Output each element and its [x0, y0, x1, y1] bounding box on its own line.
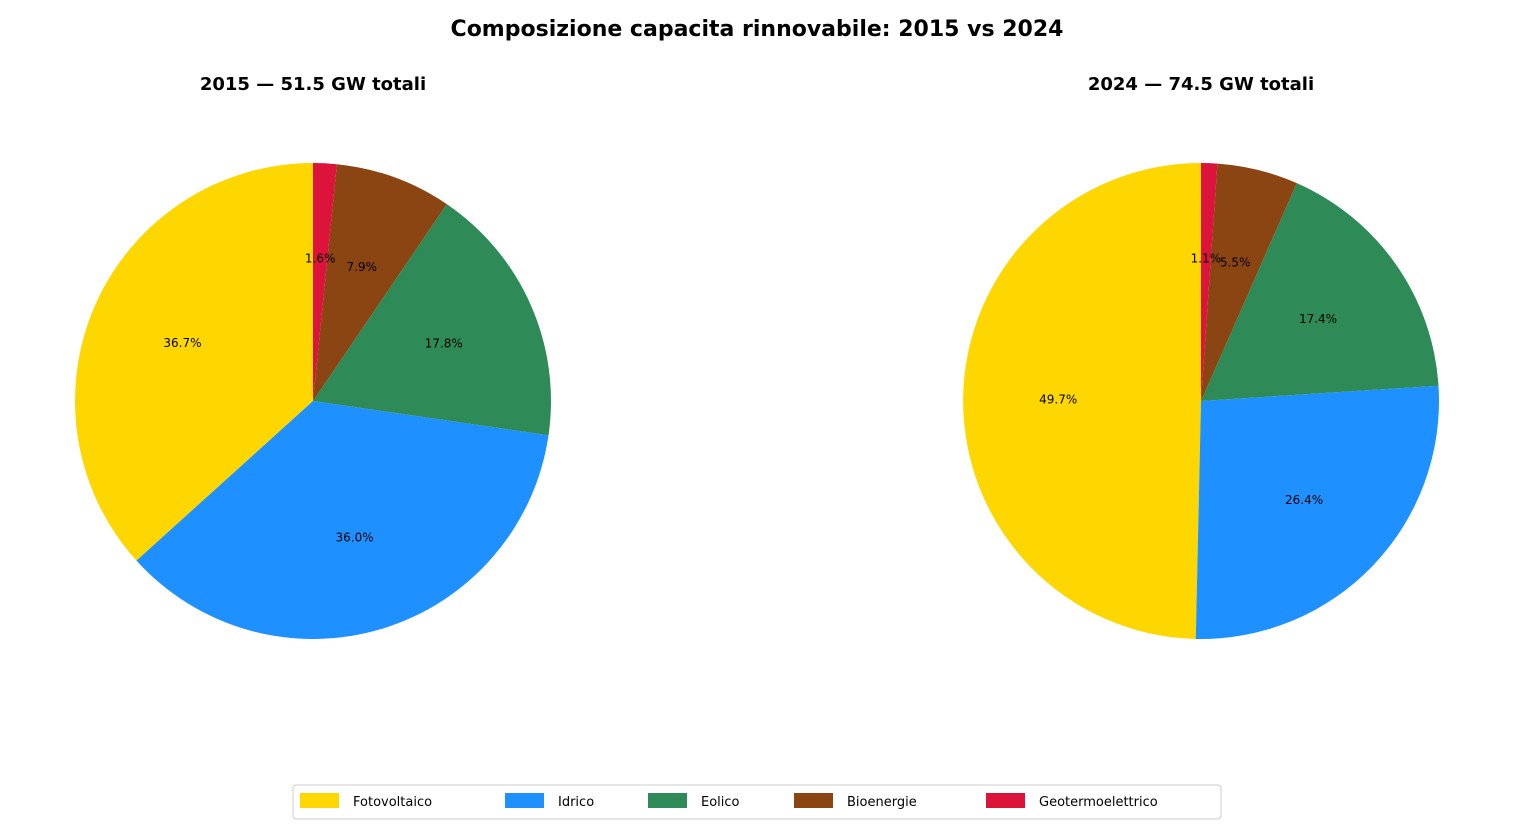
legend-label-fotovoltaico: Fotovoltaico [353, 795, 432, 810]
pie-2015: 36.7% 36.0% 17.8% 7.9% 1.6% [75, 163, 552, 639]
pie-2015-slice-geotermoelettrico [313, 163, 337, 401]
pie-2024-label-fotovoltaico: 49.7% [1039, 392, 1077, 406]
legend-label-bioenergie: Bioenergie [847, 795, 917, 810]
pie-2015-label-geotermoelettrico: 1.6% [305, 251, 336, 265]
pie-2015-slice-eolico [313, 204, 552, 436]
pie-2024-slice-bioenergie [1201, 163, 1297, 401]
pie-2015-title: 2015 — 51.5 GW totali [200, 74, 426, 95]
legend: Fotovoltaico Idrico Eolico Bioenergie Geoter… [292, 784, 1222, 820]
pie-2015-slice-fotovoltaico [75, 163, 313, 561]
pie-2015-label-fotovoltaico: 36.7% [163, 336, 201, 350]
legend-label-eolico: Eolico [701, 795, 740, 810]
pie-2015-slice-idrico [136, 401, 549, 639]
pie-2015-slice-bioenergie [313, 164, 447, 401]
pie-2024-slice-geotermoelettrico [1201, 163, 1218, 401]
pie-2024-label-eolico: 17.4% [1299, 312, 1337, 326]
pie-2015-label-bioenergie: 7.9% [347, 260, 378, 274]
legend-swatch-idrico [505, 793, 544, 808]
legend-swatch-bioenergie [794, 793, 833, 808]
legend-label-idrico: Idrico [558, 795, 594, 810]
pie-2024-title: 2024 — 74.5 GW totali [1088, 74, 1314, 95]
pie-2015-label-idrico: 36.0% [335, 531, 373, 545]
pie-2024-label-idrico: 26.4% [1285, 493, 1323, 507]
pie-2024: 49.7% 26.4% 17.4% 5.5%1.1% [963, 163, 1440, 639]
pie-2024-label-geotermoelettrico: 1.1% [1191, 251, 1222, 265]
chart-title: Composizione capacita rinnovabile: 2015 … [451, 17, 1064, 42]
legend-label-geotermoelettrico: Geotermoelettrico [1039, 795, 1158, 810]
legend-swatch-eolico [648, 793, 687, 808]
legend-swatch-geotermoelettrico [986, 793, 1025, 808]
pie-2024-slice-fotovoltaico [963, 163, 1201, 639]
pie-2024-slice-idrico [1195, 385, 1440, 639]
pie-2015-label-eolico: 17.8% [425, 336, 463, 350]
pie-2024-label-bioenergie: 5.5% [1220, 255, 1251, 269]
legend-swatch-fotovoltaico [300, 793, 339, 808]
pie-2024-slice-eolico [1201, 183, 1439, 401]
